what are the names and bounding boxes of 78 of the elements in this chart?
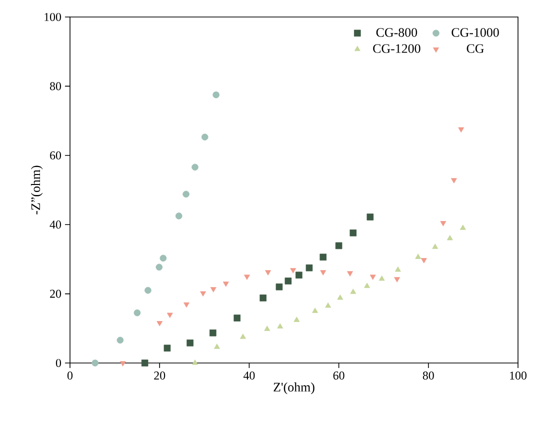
point: [276, 283, 283, 290]
point: [394, 266, 401, 272]
point: [347, 271, 353, 276]
point: [92, 360, 98, 366]
point: [265, 270, 271, 276]
point: [460, 224, 466, 230]
x-tick-label: 100: [510, 372, 527, 380]
point: [294, 316, 300, 322]
point: [370, 274, 376, 280]
point: [210, 287, 216, 292]
point: [312, 308, 318, 313]
point: [156, 321, 163, 326]
point: [214, 344, 220, 349]
point: [350, 230, 357, 236]
point: [378, 276, 385, 281]
legend-label: CG: [466, 44, 484, 53]
point: [284, 278, 292, 284]
point: [450, 178, 457, 184]
point: [186, 340, 194, 346]
point: [116, 336, 124, 344]
point: [210, 329, 216, 336]
point: [337, 294, 344, 300]
point: [201, 134, 208, 140]
point: [394, 277, 400, 282]
x-tick-label: 40: [243, 372, 255, 380]
point: [234, 314, 241, 322]
point: [160, 254, 167, 262]
point: [166, 312, 173, 318]
point: [184, 302, 190, 308]
x-tick-label: 0: [67, 372, 73, 380]
point: [415, 254, 422, 259]
x-tick-label: 80: [422, 372, 434, 380]
point: [200, 291, 206, 297]
point: [175, 212, 182, 220]
point: [212, 91, 220, 98]
point: [446, 235, 453, 240]
point: [320, 270, 326, 276]
y-tick-label: 80: [50, 82, 62, 90]
point: [222, 282, 229, 287]
point: [240, 334, 246, 339]
point: [366, 214, 374, 220]
point: [120, 361, 126, 366]
point: [192, 360, 198, 365]
point: [156, 264, 163, 271]
legend-label: CG-800: [376, 28, 418, 37]
point: [182, 190, 190, 198]
x-tick-label: 60: [333, 372, 344, 380]
point: [350, 288, 356, 294]
point: [440, 221, 446, 226]
point: [325, 302, 332, 308]
y-tick-label: 40: [50, 220, 62, 229]
point: [306, 264, 313, 272]
point: [144, 286, 152, 294]
x-tick-label: 20: [154, 372, 166, 380]
point: [192, 164, 198, 171]
y-tick-label: 60: [50, 151, 62, 160]
point: [164, 344, 171, 352]
legend-label: CG-1200: [373, 44, 420, 53]
point: [296, 272, 302, 279]
point: [277, 323, 284, 328]
point: [420, 258, 427, 264]
point: [335, 242, 342, 250]
point: [141, 360, 148, 366]
y-axis-title: -Z”(ohm): [30, 166, 43, 214]
point: [134, 309, 141, 316]
point: [264, 326, 270, 331]
x-axis-title: Z'(ohm): [274, 382, 314, 394]
y-tick-label: 20: [50, 290, 62, 298]
point: [364, 282, 370, 288]
point: [290, 268, 296, 274]
point: [458, 127, 464, 132]
point: [432, 244, 438, 249]
y-tick-label: 0: [56, 358, 62, 368]
y-tick-label: 100: [44, 12, 62, 22]
legend-label: CG-1000: [452, 28, 499, 37]
point: [260, 294, 266, 302]
point: [320, 254, 327, 261]
point: [244, 274, 250, 280]
